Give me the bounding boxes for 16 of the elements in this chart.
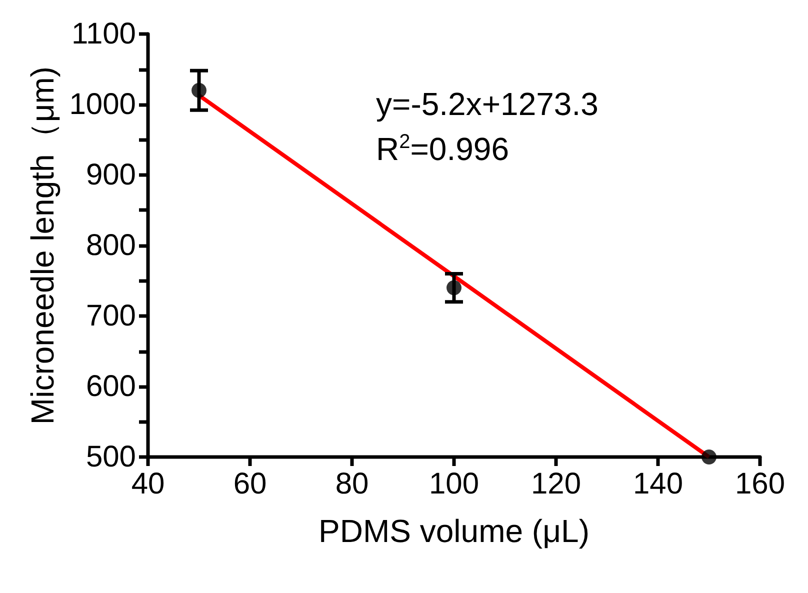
y-tick-label: 1100 [71, 18, 136, 50]
x-tick-label: 140 [632, 468, 684, 500]
x-tick-label: 80 [335, 468, 369, 500]
y-tick-label: 800 [86, 229, 136, 262]
x-tick-label: 120 [530, 468, 582, 500]
x-axis-title: PDMS volume (μL) [318, 513, 590, 549]
y-tick-label: 900 [86, 158, 136, 192]
annotation: y=-5.2x+1273.3 [376, 86, 598, 122]
y-tick-label: 600 [86, 370, 136, 403]
y-tick-label: 1000 [69, 88, 136, 121]
x-tick-label: 60 [233, 468, 267, 500]
y-axis-title: Microneedle length（μm) [24, 66, 60, 425]
y-tick-label: 700 [86, 300, 136, 332]
point [702, 450, 716, 464]
x-tick-label: 100 [428, 468, 480, 500]
x-tick-label: 160 [734, 468, 786, 500]
